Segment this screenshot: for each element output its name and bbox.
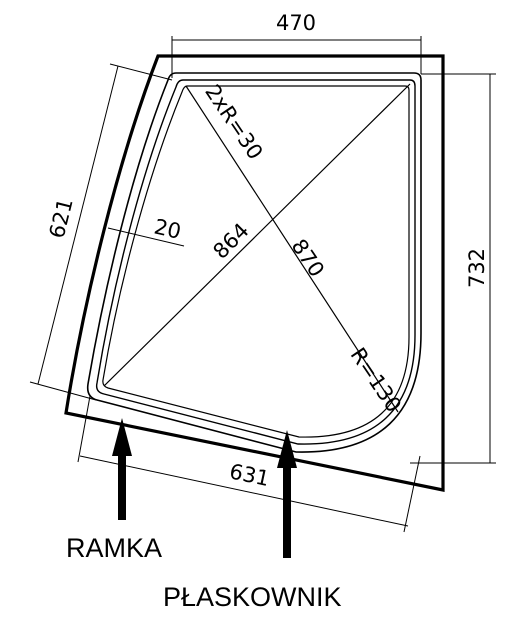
dim-left-extension-bottom <box>29 381 97 401</box>
dim-diagonal-b-value: 870 <box>287 235 329 282</box>
outer-panel-outline <box>64 54 445 492</box>
arrow-up-icon <box>112 418 132 520</box>
dim-left-extension-top <box>109 63 173 81</box>
dim-corner-radii-value: 2xR=30 <box>200 80 267 164</box>
label-plaskownik: PŁASKOWNIK <box>163 582 342 612</box>
dim-frame-width-value: 20 <box>152 214 183 243</box>
dim-bottom-value: 631 <box>227 459 271 491</box>
frame-outer-line <box>86 72 422 453</box>
flat-bar-inner-line <box>95 79 416 445</box>
dim-bottom-right-radius-value: R=130 <box>346 343 406 416</box>
dim-right-value: 732 <box>465 248 489 288</box>
diagonal-line-b <box>103 83 411 387</box>
dim-bottom-extension-right <box>403 455 421 533</box>
dim-left-line <box>37 65 119 385</box>
glass-outline <box>102 85 410 438</box>
dim-bottom-line <box>79 455 409 527</box>
dim-frame-width-line <box>107 227 185 247</box>
label-ramka: RAMKA <box>66 533 162 563</box>
dim-left-value: 621 <box>45 196 78 241</box>
diagonal-line-a <box>185 85 399 413</box>
dim-bottom-extension-left <box>77 395 91 463</box>
dim-top-value: 470 <box>276 11 316 35</box>
dim-diagonal-a-value: 864 <box>208 218 253 263</box>
arrow-up-icon <box>277 430 297 558</box>
